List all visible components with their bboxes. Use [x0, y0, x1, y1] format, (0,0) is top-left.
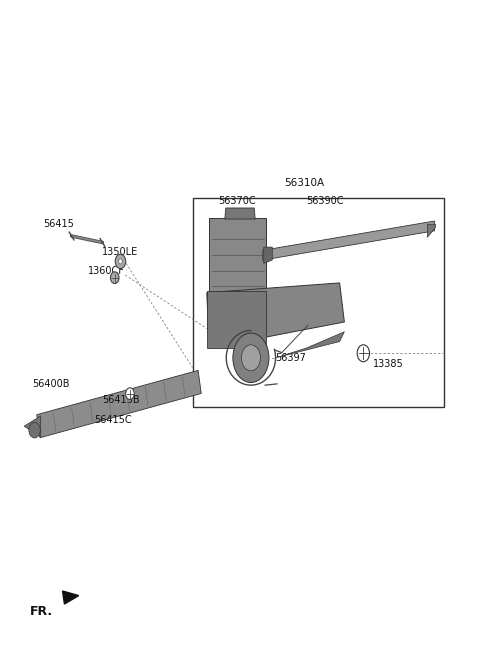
Bar	[192, 198, 444, 407]
Text: 1360CF: 1360CF	[88, 266, 125, 276]
Circle shape	[357, 345, 370, 362]
Text: 1350LE: 1350LE	[102, 246, 139, 257]
Polygon shape	[276, 332, 344, 358]
Polygon shape	[24, 416, 41, 437]
Circle shape	[29, 422, 40, 438]
Text: 56415B: 56415B	[102, 395, 140, 405]
Polygon shape	[37, 371, 201, 438]
Circle shape	[126, 388, 134, 399]
Text: 56390C: 56390C	[306, 196, 344, 206]
Text: 56400B: 56400B	[32, 379, 70, 389]
Circle shape	[241, 345, 261, 371]
Circle shape	[119, 259, 122, 264]
Text: 56397: 56397	[276, 353, 306, 363]
Polygon shape	[427, 224, 435, 237]
Circle shape	[115, 254, 126, 269]
Text: FR.: FR.	[30, 605, 53, 618]
Polygon shape	[209, 217, 266, 292]
Text: 13385: 13385	[373, 359, 404, 369]
Text: 56310A: 56310A	[284, 179, 324, 189]
Circle shape	[233, 333, 269, 382]
Polygon shape	[207, 283, 344, 348]
Polygon shape	[225, 208, 255, 219]
Circle shape	[110, 272, 119, 284]
Polygon shape	[263, 221, 434, 260]
Text: 56415: 56415	[43, 219, 74, 229]
Polygon shape	[207, 291, 266, 348]
Text: 56415C: 56415C	[94, 415, 132, 424]
Polygon shape	[264, 247, 272, 263]
Text: 56370C: 56370C	[219, 196, 256, 206]
Polygon shape	[62, 591, 79, 604]
